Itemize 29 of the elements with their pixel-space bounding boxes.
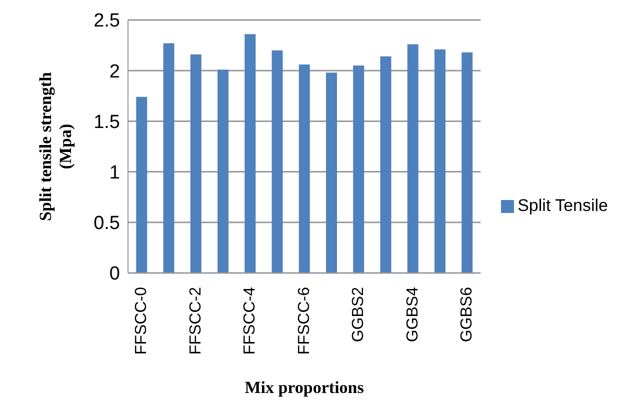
x-tick-label: FFSCC-0: [133, 286, 150, 355]
bar: [407, 44, 418, 273]
y-tick-label: 1.5: [94, 112, 120, 133]
bar: [462, 52, 473, 273]
x-tick-label: FFSCC-6: [296, 286, 313, 355]
y-tick-label: 2: [109, 61, 120, 82]
y-tick-label: 0.5: [94, 213, 120, 234]
x-tick-label: FFSCC-2: [187, 286, 204, 355]
x-tick-label: GGBS6: [458, 286, 476, 342]
bar: [272, 50, 283, 273]
bar: [136, 96, 148, 273]
x-tick-label: GGBS2: [350, 286, 368, 342]
x-tick-label: GGBS4: [404, 286, 422, 342]
bar: [218, 70, 229, 273]
bar: [353, 66, 364, 273]
bar: [190, 54, 202, 273]
x-axis-title: Mix proportions: [244, 378, 364, 397]
y-axis-title: Split tensile strength (Mpa): [36, 72, 75, 221]
legend-label: Split Tensile: [518, 196, 608, 214]
bar: [298, 64, 310, 273]
y-tick-label: 0: [109, 264, 120, 285]
bar: [244, 34, 256, 273]
bar: [163, 43, 174, 273]
y-tick-label: 2.5: [94, 10, 120, 32]
x-tick-label: FFSCC-4: [242, 286, 259, 355]
bar: [380, 56, 392, 273]
bar: [326, 72, 337, 273]
y-tick-label: 1: [109, 162, 120, 184]
bar: [434, 49, 446, 273]
